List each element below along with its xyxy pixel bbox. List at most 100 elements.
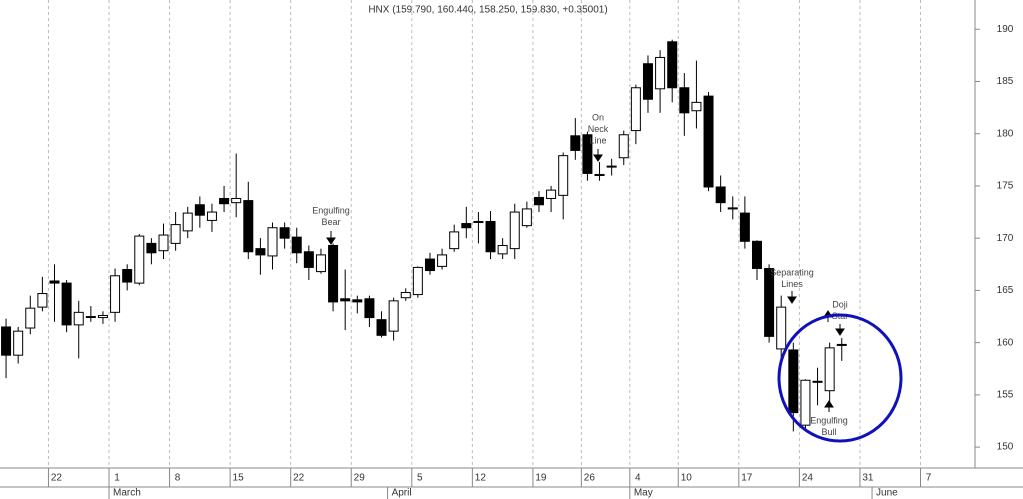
- candle-body: [73, 311, 84, 326]
- x-tick-label: 12: [475, 473, 487, 484]
- candle-body: [788, 349, 799, 414]
- annotation-arrows: [326, 149, 845, 412]
- month-label: May: [634, 488, 653, 499]
- candle-body: [376, 319, 387, 336]
- candle-body: [340, 298, 351, 302]
- x-tick-label: 15: [233, 473, 245, 484]
- candle-body: [509, 211, 520, 250]
- candle-body: [715, 186, 726, 204]
- candle-body: [49, 280, 60, 284]
- month-label: April: [392, 488, 412, 499]
- y-tick-label: 155: [997, 390, 1014, 401]
- x-tick-label: 4: [635, 473, 641, 484]
- candle-body: [388, 300, 399, 332]
- candle-body: [146, 242, 157, 254]
- candle-body: [703, 95, 714, 188]
- candle-body: [642, 63, 653, 100]
- candle-body: [352, 299, 363, 303]
- candle-body: [558, 155, 569, 196]
- candle-body: [739, 212, 750, 242]
- annotation: Engulfing: [312, 205, 350, 215]
- candle-body: [630, 87, 641, 132]
- candle-body: [824, 347, 835, 392]
- candle-body: [533, 196, 544, 206]
- candle-body: [255, 248, 266, 256]
- annotation: Engulfing: [810, 415, 848, 425]
- x-tick-label: 1: [114, 473, 120, 484]
- chart-title: HNX (159.790, 160.440, 158.250, 159.830,…: [368, 5, 607, 16]
- x-tick-label: 10: [681, 473, 693, 484]
- candle-body: [800, 379, 811, 426]
- x-tick-label: 22: [293, 473, 305, 484]
- month-label: March: [113, 488, 141, 499]
- candle-body: [679, 87, 690, 114]
- y-tick-label: 150: [997, 442, 1014, 453]
- candle-body: [606, 165, 617, 168]
- candle-body: [836, 343, 847, 346]
- annotation: Lines: [781, 279, 803, 289]
- candle-body: [37, 293, 48, 308]
- x-tick-label: 29: [354, 473, 366, 484]
- candle-body: [243, 200, 254, 253]
- x-tick-label: 17: [741, 473, 753, 484]
- annotation: Separating: [770, 267, 814, 277]
- candle-body: [206, 211, 217, 221]
- highlight-circle: [777, 313, 903, 443]
- y-tick-label: 190: [997, 24, 1014, 35]
- candle-body: [291, 236, 302, 254]
- candle-body: [424, 258, 435, 272]
- annotation: Bear: [321, 217, 340, 227]
- candle-body: [231, 197, 242, 204]
- candle-body: [727, 207, 738, 210]
- candle-body: [315, 254, 326, 273]
- candle-body: [328, 244, 339, 303]
- annotation: Neck: [588, 124, 609, 134]
- candle-body: [655, 56, 666, 90]
- candle-body: [473, 220, 484, 224]
- candle-body: [400, 292, 411, 299]
- candle-body: [182, 212, 193, 232]
- candle-body: [13, 330, 24, 356]
- candle-body: [110, 275, 121, 313]
- candle-body: [449, 231, 460, 250]
- candle-body: [85, 316, 96, 319]
- candle-body: [691, 101, 702, 112]
- x-tick-label: 24: [802, 473, 814, 484]
- x-tick-label: 19: [535, 473, 547, 484]
- candle-body: [364, 298, 375, 319]
- annotation: Bull: [821, 427, 836, 437]
- candle-body: [97, 314, 108, 319]
- candle-body: [122, 269, 133, 283]
- candle-body: [267, 227, 278, 257]
- y-tick-label: 180: [997, 128, 1014, 139]
- candle-body: [158, 234, 169, 252]
- candle-body: [776, 306, 787, 350]
- x-tick-label: 31: [862, 473, 874, 484]
- candle-body: [497, 244, 508, 255]
- plot: [1, 0, 921, 468]
- x-tick-label: 7: [926, 473, 932, 484]
- candle-body: [25, 307, 36, 329]
- candle-body: [485, 220, 496, 253]
- candle-body: [279, 227, 290, 239]
- candle-body: [461, 223, 472, 229]
- candle-body: [751, 240, 762, 269]
- annotation: Doji: [832, 299, 848, 309]
- candle-body: [594, 173, 605, 176]
- y-tick-label: 165: [997, 285, 1014, 296]
- candle-body: [764, 267, 775, 337]
- y-tick-label: 175: [997, 181, 1014, 192]
- candle-body: [219, 197, 230, 205]
- candle-body: [546, 189, 557, 199]
- candle-body: [618, 134, 629, 159]
- candle-body: [134, 235, 145, 284]
- candle-body: [570, 135, 581, 151]
- y-tick-label: 185: [997, 76, 1014, 87]
- candle-body: [412, 266, 423, 296]
- x-tick-label: 22: [51, 473, 63, 484]
- y-tick-label: 170: [997, 233, 1014, 244]
- candle-body: [437, 254, 448, 267]
- x-tick-label: 5: [417, 473, 423, 484]
